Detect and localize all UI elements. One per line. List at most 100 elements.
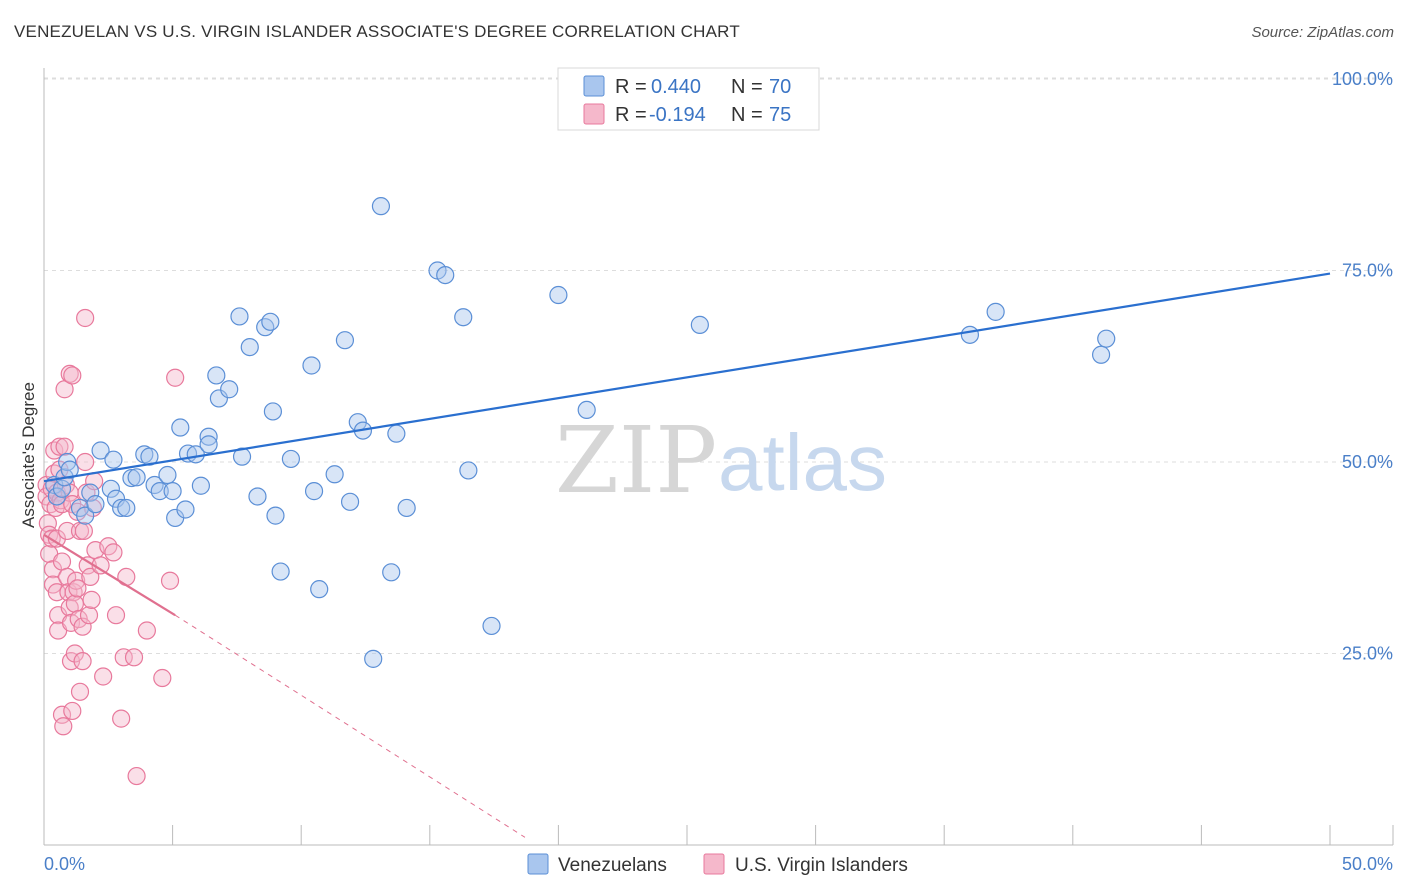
- virgin-islander-point: [73, 652, 92, 671]
- y-tick-labels: 25.0% 50.0% 75.0% 100.0%: [1332, 69, 1393, 664]
- legend-swatch-venezuelans: [583, 75, 605, 97]
- venezuelan-point: [256, 318, 275, 337]
- virgin-islander-point: [112, 709, 131, 728]
- chart-title: VENEZUELAN VS U.S. VIRGIN ISLANDER ASSOC…: [14, 22, 740, 41]
- legend-r-value-venezuelans: 0.440: [651, 76, 701, 98]
- virgin-islander-point: [124, 648, 144, 667]
- series-venezuelans: [45, 197, 1116, 668]
- legend-n-label: N =: [731, 76, 763, 98]
- venezuelan-point: [230, 307, 249, 326]
- venezuelan-point: [199, 427, 218, 446]
- virgin-islander-point: [65, 644, 84, 663]
- venezuelan-point: [482, 616, 501, 636]
- venezuelan-point: [104, 450, 123, 469]
- venezuelan-point: [266, 506, 285, 525]
- virgin-islander-point: [52, 705, 72, 724]
- virgin-islander-point: [73, 617, 92, 636]
- virgin-islander-point: [52, 552, 72, 571]
- venezuelan-point: [191, 476, 210, 495]
- venezuelan-point: [81, 483, 100, 502]
- x-tick-label-max: 50.0%: [1342, 854, 1393, 874]
- venezuelan-point: [335, 331, 355, 350]
- venezuelan-point: [397, 498, 416, 518]
- watermark-zip: ZIP: [555, 407, 717, 514]
- venezuelan-point: [240, 338, 259, 357]
- legend-r-value-virgin-islanders: -0.194: [649, 104, 706, 126]
- bottom-legend-label-venezuelans: Venezuelans: [558, 855, 667, 876]
- venezuelan-point: [106, 489, 126, 508]
- virgin-islander-point: [74, 521, 93, 541]
- series-us-virgin-islanders: [37, 308, 185, 786]
- venezuelan-point: [207, 366, 226, 385]
- virgin-islander-point: [94, 667, 113, 686]
- venezuelan-point: [986, 302, 1005, 321]
- bottom-legend-swatch-venezuelans: [527, 853, 549, 875]
- venezuelan-point: [220, 380, 239, 399]
- bottom-legend: Venezuelans U.S. Virgin Islanders: [527, 853, 908, 876]
- y-tick-label: 100.0%: [1332, 69, 1393, 89]
- virgin-islander-point: [50, 437, 69, 456]
- venezuelan-point: [690, 315, 709, 334]
- virgin-islander-point: [106, 606, 126, 625]
- bottom-legend-label-virgin-islanders: U.S. Virgin Islanders: [735, 855, 908, 876]
- virgin-islander-point: [114, 648, 133, 667]
- legend-r-label: R =: [615, 104, 647, 126]
- venezuelan-point: [163, 482, 182, 501]
- venezuelan-point: [549, 285, 568, 305]
- venezuelan-point: [304, 482, 324, 501]
- bottom-legend-swatch-virgin-islanders: [703, 853, 725, 875]
- virgin-islander-point: [160, 571, 180, 590]
- venezuelan-trend-line: [43, 272, 1331, 483]
- venezuelan-point: [364, 649, 383, 668]
- venezuelan-point: [209, 389, 228, 408]
- virgin-islander-point: [76, 452, 95, 472]
- venezuelan-point: [91, 441, 110, 460]
- venezuelan-point: [263, 402, 283, 421]
- trend-lines: [43, 272, 1331, 838]
- venezuelan-point: [325, 465, 344, 484]
- y-tick-label: 50.0%: [1342, 452, 1393, 472]
- venezuelan-point: [122, 468, 141, 488]
- grid-lines: [44, 77, 1393, 654]
- venezuelan-point: [261, 312, 280, 331]
- y-axis-label: Associate's Degree: [19, 382, 38, 528]
- venezuelan-point: [117, 498, 136, 518]
- virgin-islander-point: [104, 543, 123, 562]
- x-tick-label-min: 0.0%: [44, 854, 85, 874]
- virgin-islander-point: [79, 606, 99, 625]
- y-tick-label: 25.0%: [1342, 644, 1393, 664]
- virgin-islander-point: [65, 594, 84, 613]
- virgin-islander-point: [63, 366, 82, 385]
- virgin-islander-point: [137, 621, 156, 640]
- virgin-islander-point: [153, 668, 172, 688]
- venezuelan-point: [310, 580, 329, 599]
- virgin-islander-trend-line: [43, 533, 176, 617]
- venezuelan-point: [176, 500, 195, 519]
- legend-r-label: R =: [615, 76, 647, 98]
- venezuelan-point: [960, 325, 980, 344]
- virgin-islander-trend-extension: [174, 614, 526, 838]
- venezuelan-point: [454, 308, 473, 327]
- venezuelan-point: [248, 487, 267, 506]
- venezuelan-point: [199, 435, 218, 454]
- venezuelan-point: [101, 479, 120, 498]
- venezuelan-point: [171, 418, 190, 437]
- virgin-islander-point: [38, 514, 57, 533]
- virgin-islander-point: [63, 701, 82, 721]
- virgin-islander-point: [78, 556, 97, 575]
- virgin-islander-point: [54, 717, 73, 736]
- virgin-islander-point: [55, 437, 74, 456]
- legend-n-value-venezuelans: 70: [769, 76, 791, 98]
- venezuelan-point: [52, 479, 72, 498]
- venezuelan-point: [158, 465, 177, 485]
- virgin-islander-point: [70, 682, 90, 701]
- venezuelan-point: [340, 492, 360, 511]
- virgin-islander-point: [127, 766, 146, 786]
- virgin-islander-point: [76, 308, 95, 328]
- source-credit: Source: ZipAtlas.com: [1251, 24, 1394, 41]
- legend-n-label: N =: [731, 104, 763, 126]
- venezuelan-point: [112, 498, 131, 518]
- venezuelan-point: [371, 197, 391, 216]
- virgin-islander-point: [81, 567, 100, 587]
